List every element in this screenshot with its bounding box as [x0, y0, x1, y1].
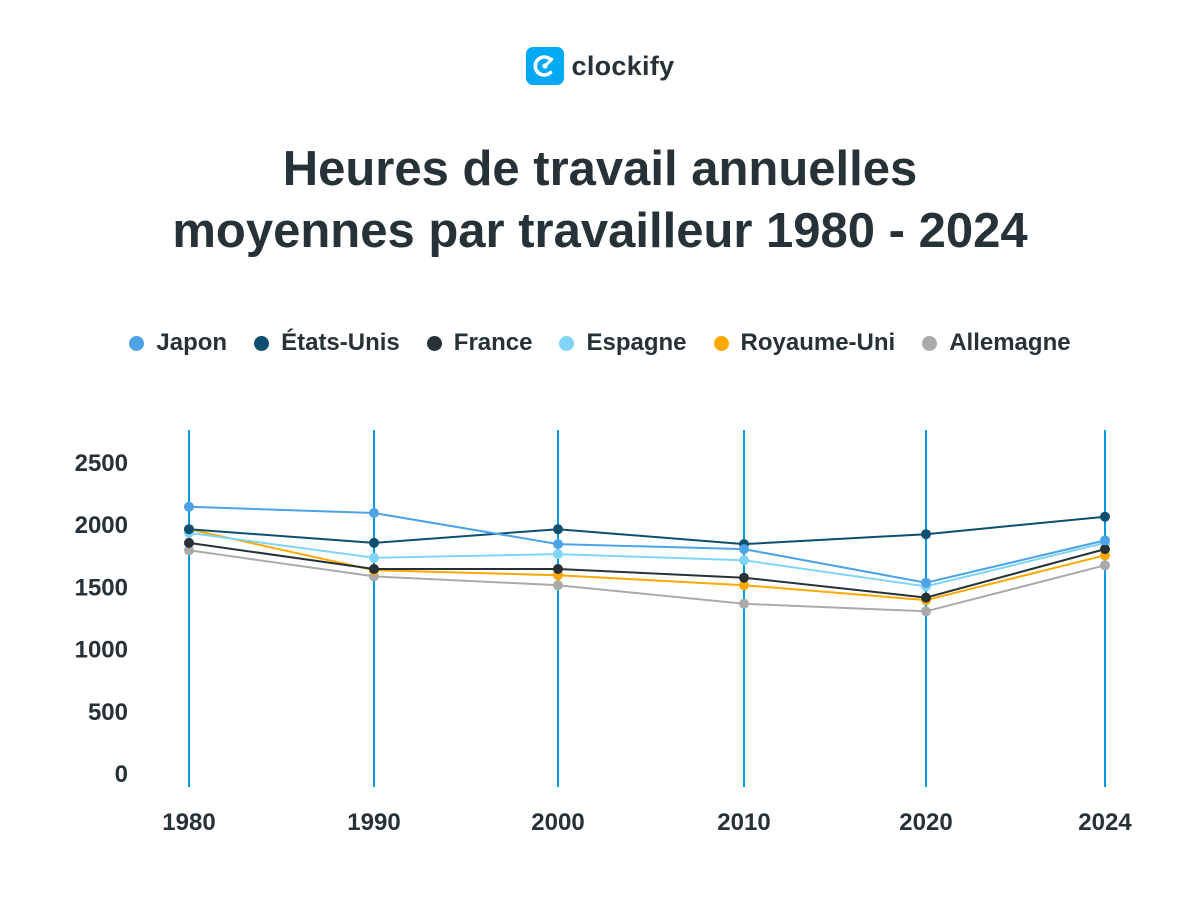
- legend-swatch: [922, 335, 938, 351]
- x-tick-label: 1980: [162, 809, 215, 836]
- data-point: [921, 529, 931, 540]
- data-point: [739, 544, 749, 555]
- legend-item: France: [426, 329, 533, 357]
- data-point: [369, 508, 379, 518]
- legend-item: Espagne: [559, 329, 687, 357]
- y-tick-label: 500: [88, 699, 128, 726]
- y-tick-label: 2000: [75, 512, 128, 539]
- data-point: [921, 577, 931, 588]
- data-point: [921, 606, 931, 617]
- y-tick-label: 2500: [75, 450, 128, 477]
- legend-label: Japon: [156, 329, 228, 356]
- legend-label: Espagne: [586, 329, 687, 356]
- chart-title-line-1: Heures de travail annuelles: [282, 142, 918, 196]
- chart-legend: Japon États-Unis France Espagne Royaume-Uni A…: [0, 326, 1200, 360]
- series-line: [188, 531, 1106, 588]
- x-tick-label: 2020: [899, 809, 952, 836]
- y-tick-label: 1000: [75, 637, 128, 664]
- data-point: [553, 539, 563, 550]
- x-tick-label: 2000: [531, 809, 584, 836]
- legend-swatch: [713, 335, 729, 351]
- data-point: [1100, 535, 1110, 546]
- x-tick-label: 1990: [347, 809, 400, 836]
- data-point: [553, 564, 563, 574]
- brand-name: clockify: [571, 50, 675, 81]
- clockify-logo-icon: [525, 47, 564, 85]
- x-tick-label: 2010: [717, 809, 770, 836]
- y-tick-label: 1500: [75, 574, 128, 601]
- data-point: [1100, 511, 1110, 522]
- chart-title-line-2: moyennes par travailleur 1980 - 2024: [172, 204, 1028, 258]
- legend-label: États-Unis: [281, 329, 400, 356]
- x-tick-label: 2024: [1078, 809, 1132, 836]
- data-point: [739, 555, 749, 566]
- legend-item: États-Unis: [254, 329, 400, 357]
- data-point: [369, 552, 379, 563]
- chart-title: Heures de travail annuelles moyennes par…: [0, 138, 1200, 262]
- data-point: [1100, 544, 1110, 555]
- series-line: [188, 515, 1106, 546]
- data-point: [553, 524, 563, 535]
- data-point: [184, 545, 194, 556]
- data-point: [369, 537, 379, 548]
- data-point: [553, 580, 563, 591]
- data-point: [184, 501, 194, 512]
- legend-label: France: [453, 329, 533, 356]
- legend-item: Japon: [129, 329, 227, 357]
- legend-label: Royaume-Uni: [740, 329, 896, 356]
- legend-swatch: [426, 335, 442, 351]
- series-line: [188, 541, 1106, 599]
- y-tick-label: 0: [115, 761, 128, 788]
- legend-item: Royaume-Uni: [713, 329, 896, 357]
- series-line: [188, 528, 1106, 602]
- series-line: [188, 505, 1106, 584]
- data-point: [739, 598, 749, 609]
- brand-logo: clockify: [0, 46, 1200, 86]
- data-point: [739, 572, 749, 583]
- data-point: [921, 592, 931, 603]
- legend-swatch: [129, 335, 145, 351]
- legend-swatch: [254, 335, 270, 351]
- data-point: [739, 580, 749, 591]
- data-point: [184, 537, 194, 548]
- legend-item: Allemagne: [922, 329, 1071, 357]
- series-line: [188, 549, 1106, 613]
- legend-label: Allemagne: [949, 329, 1071, 356]
- legend-swatch: [559, 335, 575, 351]
- data-point: [184, 524, 194, 535]
- data-point: [369, 564, 379, 574]
- data-point: [1100, 560, 1110, 571]
- data-point: [553, 549, 563, 560]
